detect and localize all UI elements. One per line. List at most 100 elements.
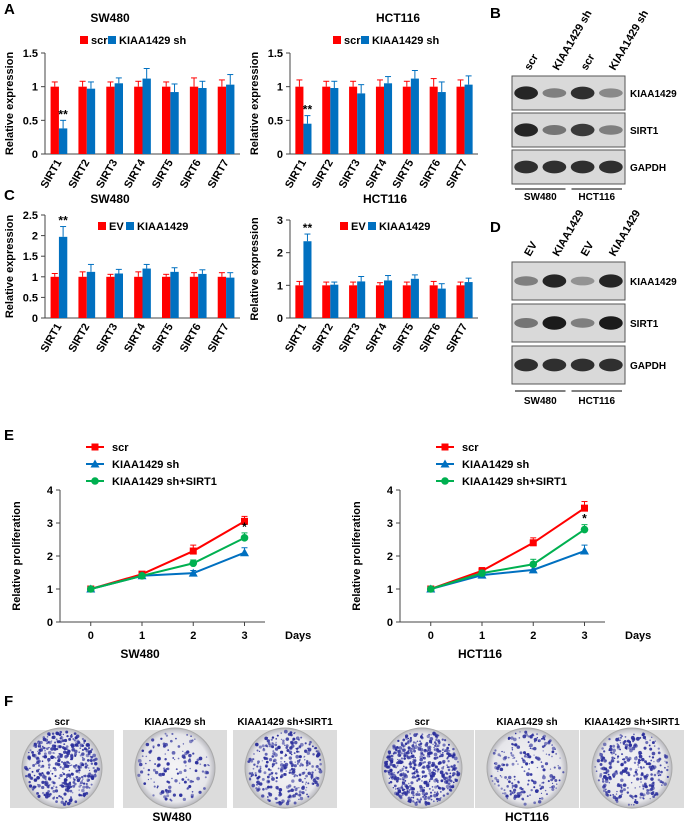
y-tick-label: 3 bbox=[387, 518, 393, 530]
colony bbox=[511, 782, 514, 785]
bar bbox=[134, 276, 143, 318]
colonies bbox=[383, 731, 461, 806]
panel-label: B bbox=[490, 5, 501, 22]
colony bbox=[434, 770, 437, 772]
colony bbox=[47, 750, 52, 755]
colony bbox=[529, 747, 532, 749]
colony bbox=[511, 787, 513, 789]
colony bbox=[162, 742, 166, 746]
colony bbox=[634, 799, 637, 802]
point bbox=[240, 534, 249, 542]
colony bbox=[633, 733, 635, 736]
colony bbox=[423, 748, 427, 753]
x-tick-label: SIRT3 bbox=[94, 322, 120, 355]
bar bbox=[142, 78, 151, 154]
colony bbox=[280, 756, 283, 760]
colony bbox=[265, 787, 268, 791]
colony bbox=[626, 791, 630, 794]
colony bbox=[70, 736, 73, 738]
colony bbox=[442, 753, 444, 756]
colony bbox=[602, 789, 606, 793]
colony bbox=[74, 752, 77, 756]
dish bbox=[134, 727, 216, 809]
colony bbox=[514, 732, 517, 735]
legend-label: EV bbox=[351, 221, 366, 233]
colony bbox=[85, 782, 88, 786]
colony bbox=[194, 769, 198, 773]
colony bbox=[396, 764, 399, 767]
colony bbox=[304, 777, 306, 780]
colony bbox=[609, 744, 613, 748]
colony bbox=[384, 762, 388, 766]
colony bbox=[527, 784, 529, 786]
colonies bbox=[137, 732, 210, 802]
colony bbox=[34, 745, 38, 748]
colony bbox=[63, 773, 65, 776]
error-bar bbox=[143, 263, 150, 269]
error-bar bbox=[430, 78, 437, 87]
colony bbox=[277, 745, 281, 750]
error-bar bbox=[171, 267, 178, 272]
colony bbox=[511, 747, 514, 749]
colony bbox=[412, 741, 416, 744]
colony bbox=[613, 752, 615, 754]
colony bbox=[502, 792, 504, 795]
colony bbox=[44, 794, 49, 799]
colony bbox=[74, 749, 78, 754]
colony bbox=[453, 768, 456, 771]
colony bbox=[82, 778, 84, 780]
band bbox=[570, 123, 595, 137]
colony bbox=[185, 765, 187, 767]
colony bbox=[551, 746, 556, 751]
colony bbox=[390, 776, 395, 780]
colony bbox=[626, 787, 629, 789]
colony bbox=[407, 782, 410, 785]
condition-label: scr bbox=[414, 717, 429, 728]
y-tick-label: 1 bbox=[277, 82, 283, 94]
colony bbox=[441, 786, 444, 790]
colony bbox=[648, 784, 652, 787]
point bbox=[240, 548, 249, 557]
error-bar bbox=[411, 274, 418, 279]
colony bbox=[433, 752, 438, 757]
colony bbox=[78, 765, 83, 769]
condition-label: KIAA1429 sh+SIRT1 bbox=[584, 717, 680, 728]
colony bbox=[258, 782, 263, 786]
colony bbox=[55, 738, 58, 741]
colony bbox=[311, 782, 315, 785]
point bbox=[529, 539, 537, 547]
colony bbox=[50, 770, 52, 772]
colony bbox=[297, 738, 301, 741]
colony bbox=[404, 753, 406, 755]
colony bbox=[499, 775, 502, 777]
colony bbox=[393, 784, 397, 788]
error-bar bbox=[376, 79, 383, 87]
error-bar bbox=[358, 84, 365, 94]
colony bbox=[491, 780, 494, 782]
bar bbox=[86, 271, 96, 318]
colony bbox=[431, 786, 434, 788]
error-bar bbox=[350, 80, 357, 87]
colony bbox=[665, 761, 668, 764]
colony bbox=[290, 733, 292, 735]
colony bbox=[432, 800, 435, 803]
colony bbox=[82, 748, 84, 751]
colony bbox=[541, 745, 545, 749]
colony bbox=[525, 762, 528, 765]
colony bbox=[311, 745, 314, 748]
colony bbox=[83, 795, 86, 798]
colony bbox=[616, 790, 618, 793]
colony bbox=[55, 786, 58, 789]
colony bbox=[608, 761, 612, 765]
legend-marker bbox=[90, 459, 100, 468]
colony bbox=[451, 769, 453, 771]
colony bbox=[70, 772, 74, 775]
colony bbox=[298, 751, 300, 753]
colony bbox=[504, 755, 508, 760]
bar bbox=[78, 276, 87, 318]
colony bbox=[448, 766, 451, 769]
colony bbox=[401, 767, 404, 770]
colony bbox=[255, 787, 258, 790]
colony bbox=[271, 755, 275, 758]
colony bbox=[419, 790, 422, 793]
